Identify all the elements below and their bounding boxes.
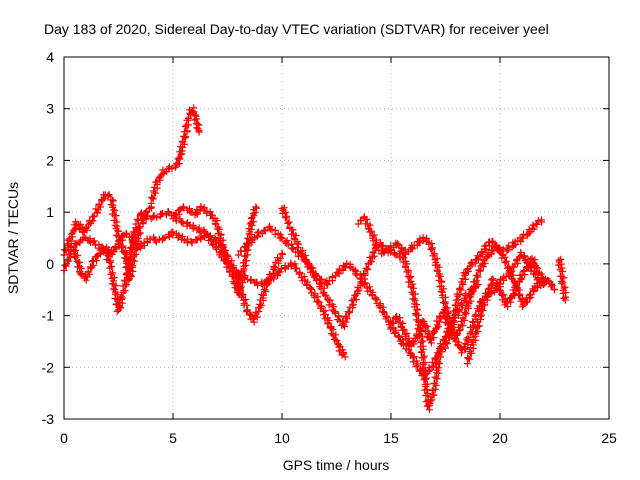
y-tick-label: 3 [46,101,54,117]
y-tick-label: -2 [42,359,55,375]
y-tick-label: 4 [46,49,54,65]
series-trace-2 [147,104,203,207]
y-axis-title: SDTVAR / TECUs [5,182,21,294]
series-trace-6 [169,213,349,361]
y-tick-label: -3 [42,411,55,427]
data-points [147,104,203,207]
data-points [463,254,548,368]
y-tick-label: 0 [46,256,54,272]
data-points [169,213,349,361]
data-points [60,191,155,284]
x-tick-labels: 0 5 10 15 20 25 [60,430,617,446]
x-tick-label: 5 [169,430,177,446]
y-tick-label: 1 [46,204,54,220]
plot-frame [63,56,610,420]
series-trace-1 [60,191,155,284]
y-tick-labels: -3 -2 -1 0 1 2 3 4 [42,49,55,427]
series-trace-8 [278,204,446,414]
y-tick-label: 2 [46,152,54,168]
data-points [278,204,446,414]
chart-title: Day 183 of 2020, Sidereal Day-to-day VTE… [44,21,549,37]
series-trace-9 [354,213,546,339]
x-tick-label: 10 [274,430,290,446]
x-tick-label: 15 [383,430,399,446]
x-tick-label: 20 [492,430,508,446]
series-trace-13 [555,255,570,304]
data-points [555,255,570,304]
series-trace-12 [463,254,548,368]
x-tick-label: 25 [601,430,617,446]
x-axis-title: GPS time / hours [283,457,390,473]
data-points [354,213,546,339]
y-tick-label: -1 [42,308,55,324]
x-tick-label: 0 [60,430,68,446]
